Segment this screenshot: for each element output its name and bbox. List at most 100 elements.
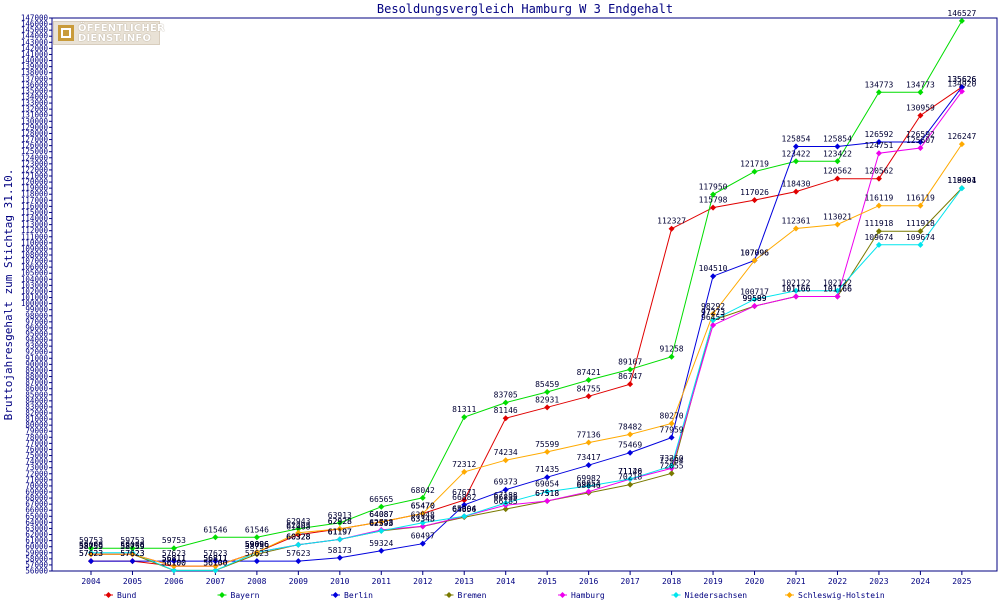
data-label: 73260 (660, 454, 684, 463)
data-label: 57623 (162, 549, 186, 558)
data-label: 61546 (203, 525, 227, 534)
y-tick-label: 70000 (25, 481, 48, 490)
y-tick-label: 80000 (25, 421, 48, 430)
data-label: 60328 (286, 533, 310, 542)
data-label: 59753 (120, 536, 144, 545)
y-tick-label: 140000 (21, 56, 49, 65)
data-label: 120562 (864, 167, 893, 176)
data-label: 57623 (79, 549, 103, 558)
data-label: 61197 (328, 527, 352, 536)
data-point (585, 377, 592, 384)
data-point (834, 287, 841, 294)
y-tick-label: 131000 (21, 111, 49, 120)
data-label: 56100 (162, 558, 186, 567)
data-point (253, 534, 260, 541)
y-tick-label: 141000 (21, 50, 49, 59)
x-tick-label: 2010 (330, 577, 349, 586)
data-label: 80270 (660, 412, 684, 421)
data-label: 66565 (369, 495, 393, 504)
data-label: 62593 (369, 519, 393, 528)
data-label: 123422 (782, 149, 811, 158)
data-label: 69054 (577, 480, 601, 489)
data-label: 100717 (740, 287, 769, 296)
data-point (668, 225, 675, 232)
y-tick-label: 122000 (21, 165, 49, 174)
data-point (710, 273, 717, 280)
data-point (419, 494, 426, 501)
x-tick-label: 2021 (786, 577, 805, 586)
data-point (751, 303, 758, 310)
data-label: 63913 (328, 511, 352, 520)
data-label: 109674 (864, 233, 893, 242)
x-tick-label: 2025 (952, 577, 971, 586)
y-tick-label: 106000 (21, 263, 49, 272)
y-tick-label: 60000 (25, 542, 48, 551)
data-point (170, 558, 177, 565)
data-label: 111918 (906, 219, 935, 228)
data-label: 62593 (369, 519, 393, 528)
y-tick-label: 107000 (21, 257, 49, 266)
data-label: 120562 (823, 167, 852, 176)
y-tick-label: 145000 (21, 26, 49, 35)
data-point (170, 545, 177, 552)
legend-swatch-marker (673, 592, 679, 598)
legend-swatch-marker (105, 592, 112, 598)
data-label: 57623 (120, 549, 144, 558)
y-tick-label: 63000 (25, 524, 48, 533)
data-point (834, 158, 841, 165)
series-line-hamburg (91, 91, 963, 567)
y-tick-label: 115000 (21, 208, 49, 217)
y-tick-label: 68000 (25, 494, 48, 503)
data-point (751, 257, 758, 264)
data-point (668, 420, 675, 427)
data-point (875, 241, 882, 248)
data-point (834, 143, 841, 150)
data-point (419, 523, 426, 530)
data-label: 69054 (535, 480, 559, 489)
data-label: 59096 (245, 540, 269, 549)
series-line-schleswig-holstein (91, 143, 963, 567)
series-line-bayern (91, 20, 963, 549)
y-tick-label: 132000 (21, 105, 49, 114)
data-point (585, 462, 592, 469)
y-tick-label: 95000 (25, 330, 48, 339)
data-point (627, 381, 634, 388)
data-point (875, 150, 882, 157)
data-label: 134773 (906, 80, 935, 89)
y-tick-label: 67000 (25, 500, 48, 509)
data-point (958, 17, 965, 24)
data-point (502, 500, 509, 507)
data-point (875, 89, 882, 96)
data-label: 101166 (782, 285, 811, 294)
data-point (378, 518, 385, 525)
data-point (792, 293, 799, 300)
y-tick-label: 126000 (21, 141, 49, 150)
data-label: 134773 (864, 80, 893, 89)
data-label: 146527 (947, 9, 976, 18)
data-label: 71126 (618, 467, 642, 476)
y-tick-label: 100000 (21, 299, 49, 308)
x-tick-label: 2019 (703, 577, 722, 586)
y-tick-label: 90000 (25, 360, 48, 369)
data-label: 67188 (494, 491, 518, 500)
data-label: 112361 (782, 216, 811, 225)
logo-line-2: DIENST.INFO (78, 33, 152, 44)
y-tick-label: 61000 (25, 536, 48, 545)
data-label: 89167 (618, 357, 642, 366)
y-tick-label: 144000 (21, 32, 49, 41)
data-label: 83705 (494, 391, 518, 400)
y-tick-label: 137000 (21, 74, 49, 83)
data-point (170, 567, 177, 574)
data-point (544, 404, 551, 411)
data-label: 71140 (618, 467, 642, 476)
data-point (917, 241, 924, 248)
legend-swatch-marker (446, 592, 452, 598)
data-label: 57623 (286, 549, 310, 558)
data-label: 117026 (740, 188, 769, 197)
data-point (544, 498, 551, 505)
data-label: 66185 (494, 497, 518, 506)
y-tick-label: 75000 (25, 451, 48, 460)
y-tick-label: 117000 (21, 196, 49, 205)
data-point (295, 525, 302, 532)
